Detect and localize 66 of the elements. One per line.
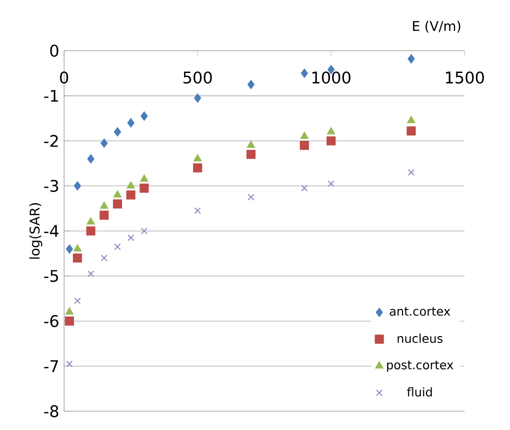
y-tick-label: -4 (44, 225, 58, 237)
point (66, 360, 73, 368)
point (66, 244, 73, 254)
y-axis-title: log(SAR) (29, 203, 42, 259)
point (74, 297, 81, 304)
point (193, 163, 202, 172)
x-tick-label: 0 (60, 72, 68, 84)
point (300, 140, 309, 150)
point (127, 118, 134, 128)
point (327, 127, 336, 134)
x-tick-label: 1500 (446, 72, 484, 84)
point (194, 154, 202, 162)
point (248, 194, 254, 201)
point (246, 150, 256, 159)
x-tick-label: 1000 (312, 72, 350, 84)
point (112, 199, 122, 209)
point (326, 136, 336, 146)
point (72, 254, 82, 263)
point (113, 190, 122, 198)
point (407, 116, 416, 124)
x-axis-title: E (V/m) (413, 20, 460, 33)
point (301, 184, 308, 192)
point (114, 243, 121, 250)
point (140, 184, 149, 193)
point (406, 126, 416, 136)
point (65, 308, 74, 315)
point (194, 94, 202, 103)
legend-label: nucleus (398, 334, 442, 343)
point (74, 181, 81, 190)
legend-label: ant.cortex (390, 307, 450, 316)
point (140, 228, 148, 234)
legend-label: fluid (407, 387, 432, 397)
point (247, 80, 255, 90)
y-tick-label: -2 (44, 134, 58, 147)
y-tick-label: -7 (44, 360, 58, 372)
point (300, 68, 308, 78)
point (86, 226, 96, 236)
point (328, 180, 334, 188)
point (100, 254, 108, 262)
y-tick-label: -3 (44, 180, 58, 192)
point (64, 316, 74, 326)
point (87, 270, 94, 278)
x-tick-label: 500 (184, 72, 212, 84)
point (86, 217, 95, 225)
point (300, 132, 308, 139)
y-tick-label: -8 (44, 405, 58, 418)
point (408, 54, 415, 64)
point (246, 140, 255, 148)
point (73, 244, 82, 252)
y-tick-label: 0 (50, 44, 58, 57)
point (100, 210, 109, 220)
legend-label: post.cortex (387, 360, 454, 372)
point (126, 181, 135, 188)
point (140, 112, 148, 121)
y-tick-label: -6 (44, 315, 58, 328)
point (127, 234, 134, 242)
point (87, 154, 94, 164)
point (194, 207, 201, 214)
point (140, 174, 148, 182)
y-tick-label: -5 (44, 270, 58, 282)
point (114, 127, 122, 136)
point (100, 138, 108, 148)
point (100, 202, 108, 209)
point (126, 190, 136, 200)
y-tick-label: -1 (44, 90, 58, 102)
point (408, 169, 415, 176)
